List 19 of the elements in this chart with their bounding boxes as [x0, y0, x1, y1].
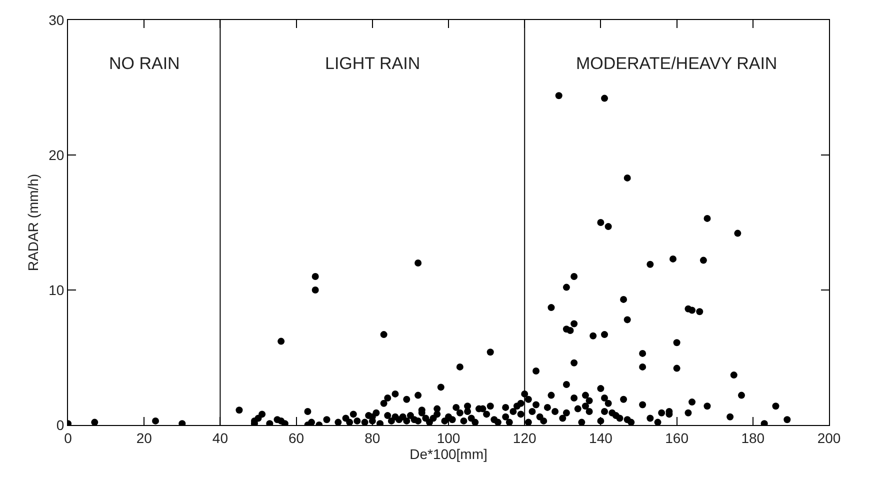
y-tick-label: 20 [48, 146, 64, 163]
annotation: NO RAIN [109, 54, 180, 73]
x-tick-label: 120 [512, 430, 536, 446]
x-tick-label: 180 [741, 430, 765, 446]
y-tick-label: 0 [56, 416, 64, 433]
x-tick-label: 200 [817, 430, 841, 446]
y-tick-label: 10 [48, 282, 64, 298]
x-tick-label: 80 [364, 430, 380, 446]
annotation: MODERATE/HEAVY RAIN [576, 54, 778, 73]
annotation: LIGHT RAIN [325, 54, 420, 73]
x-tick-label: 60 [288, 430, 304, 446]
y-axis-title: RADAR (mm/h) [25, 174, 42, 272]
x-tick-label: 20 [136, 430, 152, 446]
x-tick-label: 100 [436, 430, 460, 446]
x-axis-title: De*100[mm] [410, 446, 488, 462]
x-tick-label: 160 [665, 430, 689, 446]
x-tick-label: 140 [589, 430, 613, 446]
y-tick-label: 30 [48, 12, 64, 28]
x-tick-label: 40 [212, 430, 228, 446]
